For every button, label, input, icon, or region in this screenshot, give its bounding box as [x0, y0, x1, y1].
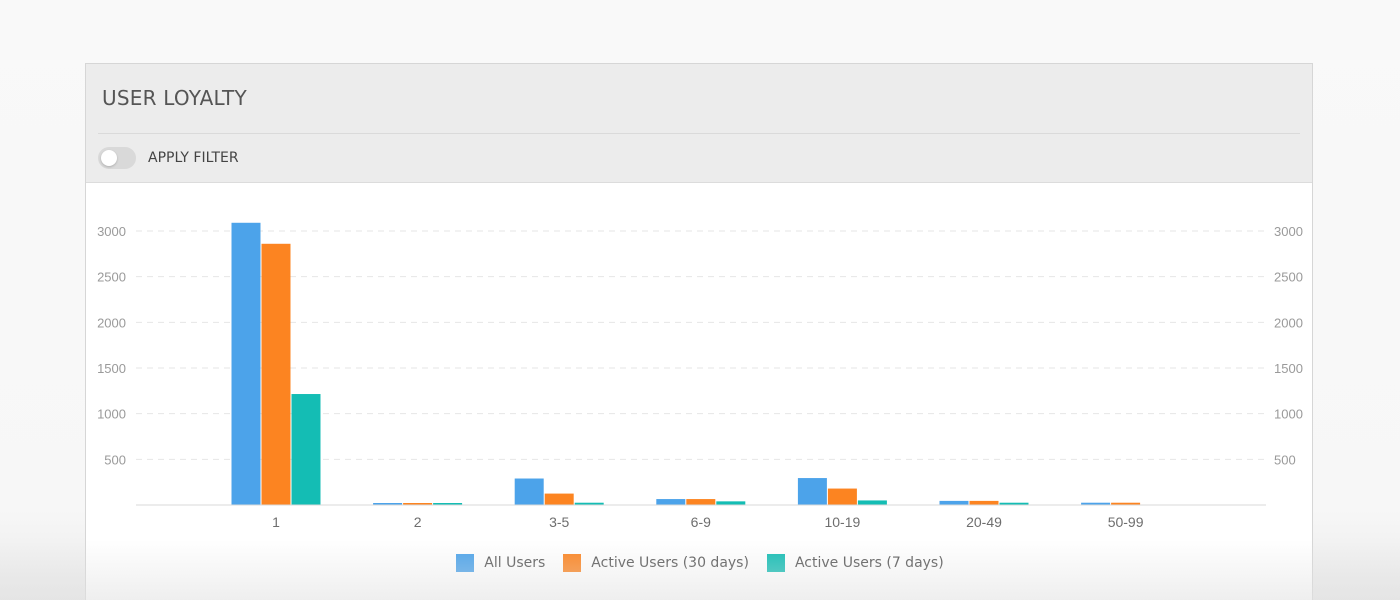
- bar-active-users-7-days-6-9: [716, 501, 746, 505]
- y-tick-right-2000: 2000: [1274, 315, 1303, 330]
- bars: [231, 222, 1141, 505]
- y-tick-left-3000: 3000: [97, 224, 126, 239]
- bar-active-users-30-days-3-5: [544, 493, 574, 505]
- card-header: USER LOYALTY APPLY FILTER: [86, 64, 1312, 183]
- header-divider: [98, 133, 1300, 134]
- legend-item-active-30[interactable]: Active Users (30 days): [563, 554, 749, 572]
- bar-active-users-30-days-1: [261, 243, 291, 505]
- bar-active-users-7-days-3-5: [574, 502, 604, 505]
- bar-all-users-10-19: [797, 478, 827, 505]
- bar-active-users-30-days-10-19: [827, 488, 857, 505]
- bar-active-users-7-days-2: [433, 503, 463, 505]
- y-tick-left-1500: 1500: [97, 361, 126, 376]
- legend-swatch-all-users: [456, 554, 475, 572]
- bar-active-users-7-days-20-49: [999, 502, 1029, 505]
- y-axis-right: 500 1000 1500 2000 2500 3000: [1274, 224, 1303, 467]
- bar-all-users-1: [231, 222, 261, 505]
- y-tick-right-3000: 3000: [1274, 224, 1303, 239]
- apply-filter-toggle[interactable]: [98, 147, 136, 169]
- toggle-knob: [101, 150, 117, 166]
- y-tick-left-500: 500: [104, 452, 126, 467]
- legend-item-all-users[interactable]: All Users: [456, 554, 545, 572]
- bar-active-users-30-days-6-9: [686, 499, 716, 505]
- legend-label-all-users: All Users: [484, 555, 546, 571]
- x-tick-1: 1: [272, 514, 280, 530]
- x-axis-labels: 1 2 3-5 6-9 10-19 20-49 50-99: [272, 514, 1144, 530]
- bar-all-users-2: [373, 503, 403, 505]
- user-loyalty-card: USER LOYALTY APPLY FILTER 500 1000 1500 200…: [85, 63, 1313, 600]
- bar-all-users-20-49: [939, 500, 969, 505]
- bar-active-users-30-days-20-49: [969, 500, 999, 505]
- bar-all-users-6-9: [656, 499, 686, 505]
- apply-filter-label: APPLY FILTER: [148, 150, 239, 166]
- y-tick-right-1000: 1000: [1274, 407, 1303, 422]
- bar-active-users-7-days-1: [291, 394, 321, 505]
- card-title: USER LOYALTY: [102, 86, 247, 110]
- bar-active-users-7-days-10-19: [857, 500, 887, 505]
- legend-item-active-7[interactable]: Active Users (7 days): [766, 554, 944, 572]
- y-tick-left-2500: 2500: [97, 270, 126, 285]
- grid-lines: [136, 230, 1266, 460]
- y-tick-left-2000: 2000: [97, 315, 126, 330]
- bar-all-users-50-99: [1081, 502, 1111, 505]
- x-tick-3-5: 3-5: [549, 514, 569, 530]
- x-tick-50-99: 50-99: [1108, 514, 1144, 530]
- loyalty-bar-chart: 500 1000 1500 2000 2500 3000 500 1000 1500 2000 2…: [97, 222, 1303, 530]
- x-tick-6-9: 6-9: [691, 514, 711, 530]
- legend-swatch-active-30: [563, 554, 582, 572]
- x-tick-20-49: 20-49: [966, 514, 1002, 530]
- x-tick-2: 2: [414, 514, 422, 530]
- bar-all-users-3-5: [514, 478, 544, 505]
- y-tick-right-1500: 1500: [1274, 361, 1303, 376]
- chart-legend: All Users Active Users (30 days) Active …: [86, 554, 1314, 572]
- legend-swatch-active-7: [766, 554, 785, 572]
- x-tick-10-19: 10-19: [824, 514, 860, 530]
- filter-row: APPLY FILTER: [98, 146, 239, 170]
- y-tick-left-1000: 1000: [97, 407, 126, 422]
- legend-label-active-7: Active Users (7 days): [794, 555, 944, 571]
- bar-active-users-30-days-2: [403, 503, 433, 505]
- loyalty-chart: 500 1000 1500 2000 2500 3000 500 1000 1500 2000 2…: [86, 183, 1314, 600]
- legend-label-active-30: Active Users (30 days): [591, 555, 749, 571]
- y-tick-right-2500: 2500: [1274, 270, 1303, 285]
- y-tick-right-500: 500: [1274, 452, 1296, 467]
- y-axis-left: 500 1000 1500 2000 2500 3000: [97, 224, 126, 467]
- bar-active-users-30-days-50-99: [1111, 502, 1141, 505]
